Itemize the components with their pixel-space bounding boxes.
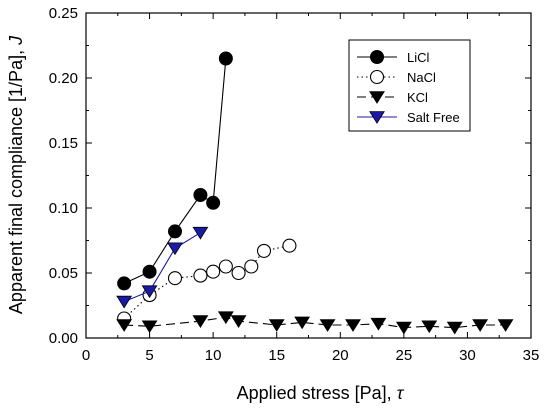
data-point <box>141 285 158 299</box>
data-point <box>446 321 463 335</box>
x-tick-label: 25 <box>396 347 413 364</box>
data-point <box>193 188 208 202</box>
data-point <box>193 268 208 283</box>
y-tick-label: 0.25 <box>49 5 78 22</box>
data-point <box>192 315 209 328</box>
data-point <box>497 319 514 332</box>
legend-entry: Salt Free <box>357 110 460 125</box>
x-tick-label: 20 <box>332 347 349 364</box>
x-tick-label: 0 <box>82 347 90 364</box>
x-tick-label: 30 <box>459 347 476 364</box>
data-point <box>206 264 221 279</box>
series-line <box>124 316 506 329</box>
series-line <box>123 232 201 303</box>
data-point <box>206 195 221 210</box>
data-point <box>244 259 259 274</box>
data-point <box>294 316 311 330</box>
y-tick-label: 0.10 <box>49 200 78 217</box>
data-point <box>116 319 133 332</box>
legend-label: LiCl <box>407 50 430 65</box>
x-axis-title: Applied stress [Pa], τ <box>237 383 405 403</box>
data-point <box>345 319 361 332</box>
y-tick-label: 0.20 <box>49 70 78 87</box>
data-point <box>256 243 272 258</box>
y-tick-label: 0.05 <box>49 265 78 282</box>
data-point <box>142 264 157 279</box>
legend-label: Salt Free <box>407 110 460 125</box>
legend-box <box>348 39 471 132</box>
y-tick-label: 0.15 <box>49 135 78 152</box>
series-kcl <box>116 311 514 335</box>
data-point <box>217 311 234 325</box>
data-point <box>167 242 183 256</box>
legend: LiCl NaCl KCl Salt Free <box>348 39 471 132</box>
series-line <box>123 245 290 319</box>
data-point <box>167 271 183 286</box>
legend-entry: KCl <box>357 90 428 105</box>
legend-entry: LiCl <box>357 50 430 65</box>
x-tick-label: 35 <box>523 347 540 364</box>
data-point <box>168 224 182 239</box>
legend-marker <box>369 111 385 124</box>
y-axis-title: Apparent final compliance [1/Pa], J <box>6 35 26 314</box>
legend-label: KCl <box>407 90 428 105</box>
data-point <box>472 319 489 332</box>
data-point <box>218 51 233 66</box>
data-point <box>421 320 438 334</box>
data-point <box>395 321 412 335</box>
series-layer <box>116 51 514 335</box>
series-salt-free <box>116 226 209 309</box>
data-point <box>282 238 297 253</box>
legend-marker <box>370 50 384 64</box>
data-point <box>231 265 246 281</box>
data-point <box>141 320 158 334</box>
x-tick-label: 5 <box>145 347 153 364</box>
series-nacl <box>117 238 297 326</box>
data-point <box>117 276 132 291</box>
y-tick-label: 0.00 <box>49 330 78 347</box>
x-tick-label: 10 <box>205 347 222 364</box>
data-point <box>370 317 387 331</box>
data-point <box>268 319 285 332</box>
data-point <box>192 226 209 240</box>
legend-entry: NaCl <box>357 69 436 85</box>
data-point <box>218 259 233 274</box>
x-tick-label: 15 <box>268 347 285 364</box>
legend-marker <box>369 69 385 85</box>
series-licl <box>117 51 233 291</box>
data-point <box>230 315 247 328</box>
legend-marker <box>369 91 385 104</box>
axes: 0 5 10 15 20 25 30 35 0.00 0.05 0.10 0.15 0.20 0.25 <box>49 5 540 364</box>
data-point <box>116 295 133 309</box>
data-point <box>319 319 336 332</box>
legend-label: NaCl <box>407 70 436 85</box>
